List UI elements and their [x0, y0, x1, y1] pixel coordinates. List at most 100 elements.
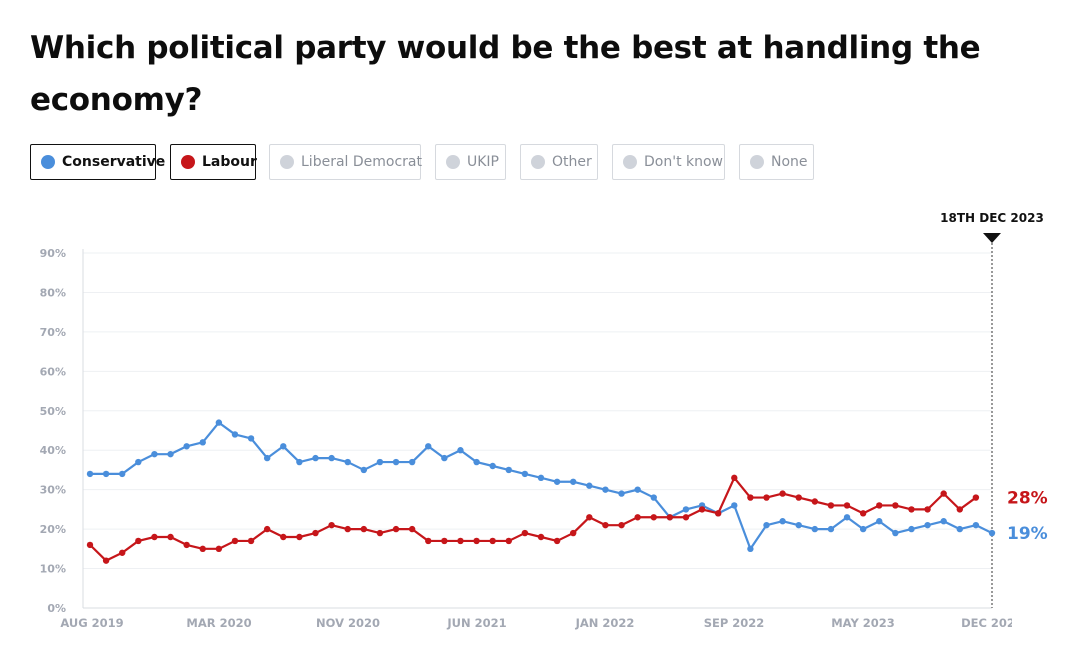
data-point-labour	[280, 533, 287, 541]
data-point-labour	[618, 521, 625, 529]
data-point-conservative	[408, 458, 416, 466]
data-point-labour	[247, 537, 255, 545]
y-tick-label: 20%	[40, 523, 66, 536]
data-point-conservative	[505, 466, 512, 474]
data-point-labour	[425, 537, 432, 545]
data-point-conservative	[795, 521, 802, 529]
data-point-labour	[102, 557, 110, 564]
data-point-conservative	[312, 454, 319, 462]
data-point-conservative	[247, 435, 255, 442]
data-point-conservative	[972, 521, 980, 529]
data-point-labour	[215, 545, 223, 553]
data-point-conservative	[924, 521, 931, 529]
x-tick-label: NOV 2020	[316, 616, 380, 630]
data-point-conservative	[231, 431, 239, 438]
data-point-labour	[586, 514, 593, 521]
data-point-labour	[344, 525, 351, 533]
legend-chip-other[interactable]: Other	[520, 144, 598, 180]
data-point-labour	[553, 537, 561, 545]
x-tick-label: AUG 2019	[60, 616, 123, 630]
data-point-labour	[521, 529, 529, 537]
x-tick-label: JUN 2021	[446, 616, 506, 630]
data-point-conservative	[457, 447, 464, 454]
data-point-labour	[135, 537, 142, 545]
legend-chip-liberal-democrat[interactable]: Liberal Democrat	[269, 144, 422, 180]
legend-chip-ukip[interactable]: UKIP	[435, 144, 506, 180]
data-point-conservative	[553, 478, 561, 485]
data-point-labour	[682, 514, 690, 521]
data-point-labour	[876, 502, 883, 509]
legend-chip-label: Liberal Democrat	[301, 154, 422, 170]
data-point-labour	[457, 537, 464, 545]
legend-dot-icon	[41, 155, 55, 169]
data-point-labour	[908, 506, 915, 513]
x-tick-label: MAY 2023	[831, 616, 895, 630]
data-point-conservative	[779, 518, 786, 525]
x-tick-label: SEP 2022	[704, 616, 765, 630]
data-point-labour	[763, 494, 770, 501]
data-point-labour	[86, 541, 94, 549]
end-label-conservative: 19%	[1007, 524, 1048, 544]
date-marker-arrow-icon	[983, 233, 1001, 243]
data-point-conservative	[602, 486, 609, 493]
data-point-labour	[199, 545, 206, 553]
data-point-conservative	[988, 529, 996, 537]
legend-chip-none[interactable]: None	[739, 144, 814, 180]
data-point-labour	[666, 514, 674, 521]
data-point-conservative	[843, 514, 851, 521]
data-point-labour	[972, 494, 980, 501]
data-point-conservative	[811, 525, 819, 533]
legend-chip-don-t-know[interactable]: Don't know	[612, 144, 725, 180]
data-point-labour	[296, 533, 303, 541]
data-point-conservative	[328, 454, 335, 462]
data-point-labour	[602, 521, 609, 529]
data-point-conservative	[682, 506, 690, 513]
legend-chip-label: UKIP	[467, 154, 499, 170]
y-tick-label: 50%	[40, 405, 66, 418]
data-point-conservative	[360, 466, 368, 474]
legend-dot-icon	[181, 155, 195, 169]
data-point-labour	[376, 529, 384, 537]
data-point-conservative	[392, 458, 400, 466]
data-point-conservative	[296, 458, 303, 466]
data-point-conservative	[135, 458, 142, 466]
data-point-labour	[779, 490, 786, 497]
legend-chip-labour[interactable]: Labour	[170, 144, 257, 180]
data-point-conservative	[376, 458, 384, 466]
data-point-labour	[328, 521, 335, 529]
y-tick-label: 0%	[47, 602, 66, 615]
legend-chip-conservative[interactable]: Conservative	[30, 144, 165, 180]
data-point-labour	[892, 502, 899, 509]
data-point-labour	[811, 498, 819, 505]
legend-chip-label: Conservative	[62, 154, 166, 170]
data-point-conservative	[747, 545, 754, 553]
data-point-labour	[489, 537, 496, 545]
data-point-conservative	[199, 439, 206, 446]
y-tick-label: 30%	[40, 484, 66, 497]
x-tick-clip	[1012, 613, 1089, 633]
data-point-conservative	[586, 482, 593, 489]
data-point-labour	[505, 537, 512, 545]
data-point-conservative	[570, 478, 577, 485]
legend-dot-icon	[446, 155, 460, 169]
y-tick-label: 60%	[40, 365, 66, 378]
data-point-labour	[634, 514, 641, 521]
data-point-labour	[859, 510, 867, 517]
data-point-conservative	[908, 525, 915, 533]
data-point-labour	[714, 510, 722, 517]
data-point-labour	[183, 541, 190, 549]
data-point-labour	[827, 502, 835, 509]
data-point-labour	[473, 537, 480, 545]
data-point-labour	[924, 506, 931, 513]
legend-dot-icon	[280, 155, 294, 169]
data-point-labour	[151, 533, 158, 541]
data-point-labour	[940, 490, 947, 497]
data-point-conservative	[940, 518, 947, 525]
data-point-conservative	[263, 454, 271, 462]
page-title: Which political party would be the best …	[30, 30, 981, 118]
y-tick-label: 10%	[40, 563, 66, 576]
x-tick-label: DEC 2023	[961, 616, 1023, 630]
data-point-labour	[956, 506, 963, 513]
data-point-conservative	[215, 419, 223, 426]
legend-dot-icon	[750, 155, 764, 169]
